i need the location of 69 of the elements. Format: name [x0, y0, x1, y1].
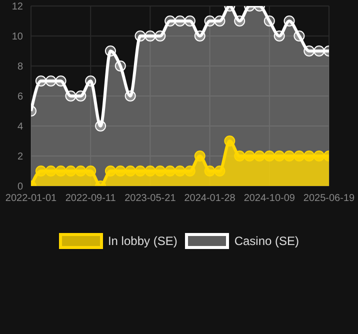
point	[114, 166, 126, 176]
point	[55, 76, 66, 86]
point	[164, 16, 176, 26]
point	[104, 46, 116, 56]
x-tick-label: 2022-09-11	[65, 193, 116, 204]
point	[45, 166, 56, 176]
point	[95, 120, 106, 132]
x-tick-label: 2023-05-21	[124, 193, 176, 204]
y-tick-label: 8	[17, 62, 24, 73]
point	[244, 150, 256, 162]
x-tick-label: 2024-01-28	[184, 193, 236, 204]
point	[45, 76, 56, 86]
point	[254, 150, 265, 162]
point	[294, 150, 305, 162]
point	[134, 30, 146, 42]
point	[304, 150, 315, 162]
point	[224, 136, 236, 146]
point	[55, 166, 66, 176]
point	[75, 166, 86, 176]
point	[35, 76, 46, 86]
point	[144, 30, 156, 42]
point	[234, 16, 246, 26]
point	[174, 166, 186, 176]
point	[274, 150, 285, 162]
legend-label: In lobby (SE)	[108, 234, 178, 248]
point	[264, 150, 275, 162]
point	[204, 16, 216, 26]
point	[124, 166, 136, 176]
y-tick-label: 12	[12, 2, 24, 13]
point	[114, 60, 126, 72]
point	[284, 16, 295, 26]
point	[264, 16, 275, 26]
x-tick-label: 2022-01-01	[5, 193, 58, 204]
x-tick-label: 2025-06-19	[303, 193, 356, 204]
point	[184, 166, 196, 176]
point	[154, 166, 166, 176]
point	[214, 166, 226, 176]
y-tick-label: 2	[17, 152, 24, 163]
point	[204, 166, 216, 176]
point	[314, 150, 325, 162]
point	[35, 166, 46, 176]
y-tick-label: 0	[17, 182, 24, 193]
point	[75, 90, 86, 102]
point	[274, 30, 285, 42]
point	[154, 30, 166, 42]
point	[284, 150, 295, 162]
point	[65, 166, 76, 176]
legend-label: Casino (SE)	[234, 234, 300, 248]
point	[234, 150, 246, 162]
point	[164, 166, 176, 176]
point	[144, 166, 156, 176]
point	[174, 16, 186, 26]
point	[314, 46, 325, 56]
point	[194, 30, 206, 42]
point	[294, 30, 305, 42]
point	[194, 150, 206, 162]
y-tick-label: 10	[12, 32, 24, 43]
point	[134, 166, 146, 176]
point	[85, 166, 96, 176]
point	[124, 90, 136, 102]
point	[85, 76, 96, 86]
y-tick-label: 6	[17, 92, 24, 103]
point	[304, 46, 315, 56]
y-tick-label: 4	[17, 122, 24, 133]
x-tick-label: 2024-10-09	[244, 193, 296, 204]
point	[65, 90, 76, 102]
point	[214, 16, 226, 26]
point	[104, 166, 116, 176]
point	[184, 16, 196, 26]
